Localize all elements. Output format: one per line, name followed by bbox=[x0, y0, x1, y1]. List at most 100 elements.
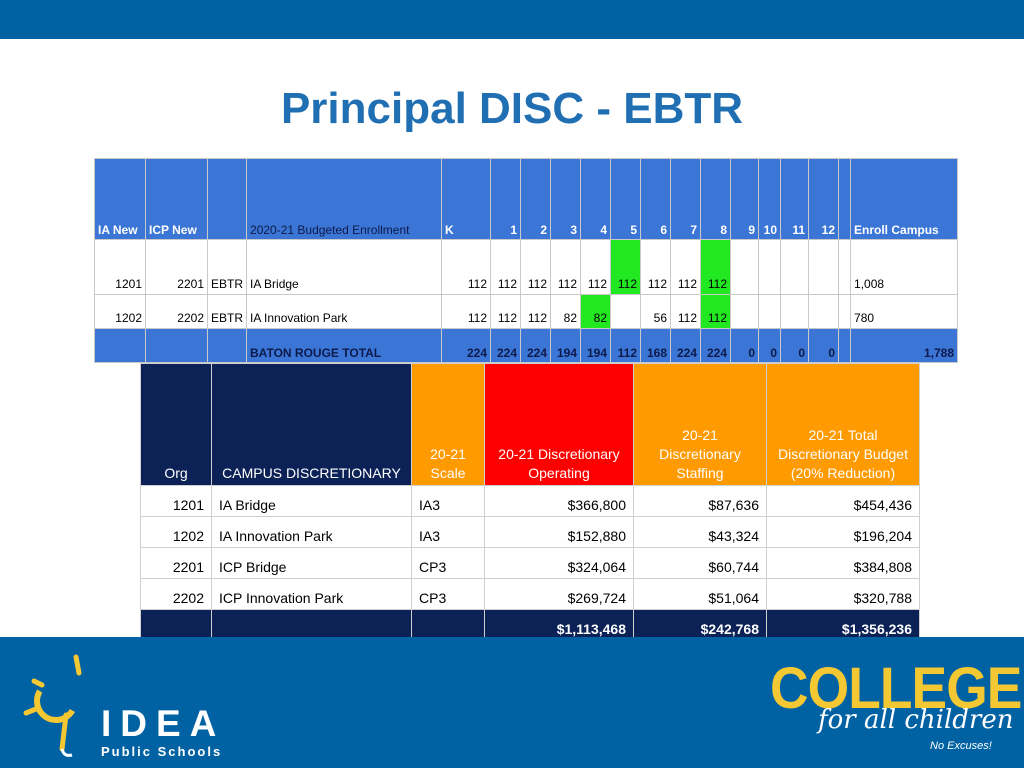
cell-campus: ICP Bridge bbox=[211, 547, 412, 579]
cell-staffing: $60,744 bbox=[633, 547, 767, 579]
cell-grade-2: 112 bbox=[520, 294, 552, 329]
cell-region: EBTR bbox=[206, 294, 248, 329]
discretionary-header-row: Org CAMPUS DISCRETIONARY 20-21 Scale 20-… bbox=[140, 363, 920, 486]
total-cell bbox=[211, 609, 412, 640]
cell-campus: IA Bridge bbox=[246, 239, 443, 295]
discretionary-table: Org CAMPUS DISCRETIONARY 20-21 Scale 20-… bbox=[140, 363, 920, 640]
header-grade-5: 5 bbox=[610, 158, 642, 240]
cell-operating: $269,724 bbox=[484, 578, 634, 610]
total-grade-3: 194 bbox=[550, 328, 582, 363]
total-staffing: $242,768 bbox=[633, 609, 767, 640]
cell-org: 2201 bbox=[140, 547, 212, 579]
cell-grade-7: 112 bbox=[670, 239, 702, 295]
header-icp-new: ICP New bbox=[145, 158, 208, 240]
table-row: 2201 ICP Bridge CP3 $324,064 $60,744 $38… bbox=[140, 547, 920, 579]
total-grade-11: 0 bbox=[780, 328, 810, 363]
cell-scale: IA3 bbox=[411, 485, 485, 517]
total-grade-10: 0 bbox=[758, 328, 782, 363]
cell-ia-new: 1202 bbox=[94, 294, 146, 329]
cell-spacer bbox=[838, 239, 852, 295]
cell-spacer bbox=[838, 294, 852, 329]
discretionary-total-row: $1,113,468 $242,768 $1,356,236 bbox=[140, 609, 920, 640]
header-discretionary-operating: 20-21 Discretionary Operating bbox=[484, 363, 634, 486]
total-grade-8: 224 bbox=[700, 328, 732, 363]
cell-grade-6: 112 bbox=[640, 239, 672, 295]
total-enroll-campus: 1,788 bbox=[850, 328, 959, 363]
total-cell bbox=[140, 609, 212, 640]
cell-grade-6: 56 bbox=[640, 294, 672, 329]
table-row: 1201 2201 EBTR IA Bridge 112 112 112 112… bbox=[94, 239, 959, 295]
cell-grade-4: 112 bbox=[580, 239, 612, 295]
footer-banner: IDEA Public Schools COLLEGE for all chil… bbox=[0, 637, 1024, 768]
header-grade-10: 10 bbox=[758, 158, 782, 240]
total-grade-7: 224 bbox=[670, 328, 702, 363]
cell-grade-12 bbox=[808, 294, 840, 329]
top-banner bbox=[0, 0, 1024, 39]
header-scale: 20-21 Scale bbox=[411, 363, 485, 486]
header-grade-k: K bbox=[441, 158, 492, 240]
header-grade-9: 9 bbox=[730, 158, 760, 240]
total-operating: $1,113,468 bbox=[484, 609, 634, 640]
slide-title: Principal DISC - EBTR bbox=[280, 84, 744, 133]
header-grade-6: 6 bbox=[640, 158, 672, 240]
total-label: BATON ROUGE TOTAL bbox=[246, 328, 443, 363]
total-grade-4: 194 bbox=[580, 328, 612, 363]
header-grade-8: 8 bbox=[700, 158, 732, 240]
cell-grade-k: 112 bbox=[441, 294, 492, 329]
cell-total-budget: $384,808 bbox=[766, 547, 920, 579]
cell-grade-8-highlight: 112 bbox=[700, 239, 732, 295]
cell-operating: $152,880 bbox=[484, 516, 634, 548]
header-ia-new: IA New bbox=[94, 158, 146, 240]
cell-grade-9 bbox=[730, 294, 760, 329]
idea-logo-text: IDEA bbox=[101, 703, 226, 744]
total-cell bbox=[145, 328, 208, 363]
header-grade-1: 1 bbox=[490, 158, 522, 240]
cell-operating: $324,064 bbox=[484, 547, 634, 579]
header-grade-12: 12 bbox=[808, 158, 840, 240]
header-grade-7: 7 bbox=[670, 158, 702, 240]
table-row: 1202 2202 EBTR IA Innovation Park 112 11… bbox=[94, 294, 959, 329]
header-enroll-campus: Enroll Campus bbox=[850, 158, 959, 240]
cell-grade-4-highlight: 82 bbox=[580, 294, 612, 329]
cell-grade-11 bbox=[780, 239, 810, 295]
header-spacer bbox=[838, 158, 852, 240]
cell-grade-3: 112 bbox=[550, 239, 582, 295]
cell-staffing: $87,636 bbox=[633, 485, 767, 517]
cell-grade-7: 112 bbox=[670, 294, 702, 329]
header-campus-discretionary: CAMPUS DISCRETIONARY bbox=[211, 363, 412, 486]
cell-icp-new: 2201 bbox=[145, 239, 208, 295]
cell-grade-12 bbox=[808, 239, 840, 295]
header-org: Org bbox=[140, 363, 212, 486]
total-budget: $1,356,236 bbox=[766, 609, 920, 640]
cell-region: EBTR bbox=[206, 239, 248, 295]
table-row: 1202 IA Innovation Park IA3 $152,880 $43… bbox=[140, 516, 920, 548]
cell-total-budget: $196,204 bbox=[766, 516, 920, 548]
header-grade-4: 4 bbox=[580, 158, 612, 240]
college-tagline: for all children bbox=[818, 705, 1014, 735]
cell-grade-9 bbox=[730, 239, 760, 295]
header-grade-2: 2 bbox=[520, 158, 552, 240]
cell-enroll-campus: 780 bbox=[850, 294, 959, 329]
enrollment-table: IA New ICP New 2020-21 Budgeted Enrollme… bbox=[94, 158, 959, 363]
cell-grade-1: 112 bbox=[490, 294, 522, 329]
total-spacer bbox=[838, 328, 852, 363]
total-cell bbox=[206, 328, 248, 363]
cell-icp-new: 2202 bbox=[145, 294, 208, 329]
header-discretionary-staffing: 20-21 Discretionary Staffing bbox=[633, 363, 767, 486]
cell-org: 2202 bbox=[140, 578, 212, 610]
total-grade-2: 224 bbox=[520, 328, 552, 363]
cell-scale: IA3 bbox=[411, 516, 485, 548]
college-motto: No Excuses! bbox=[930, 740, 992, 752]
cell-staffing: $51,064 bbox=[633, 578, 767, 610]
total-cell bbox=[411, 609, 485, 640]
cell-scale: CP3 bbox=[411, 547, 485, 579]
cell-campus: IA Bridge bbox=[211, 485, 412, 517]
header-grade-11: 11 bbox=[780, 158, 810, 240]
cell-ia-new: 1201 bbox=[94, 239, 146, 295]
cell-grade-2: 112 bbox=[520, 239, 552, 295]
table-row: 2202 ICP Innovation Park CP3 $269,724 $5… bbox=[140, 578, 920, 610]
total-grade-9: 0 bbox=[730, 328, 760, 363]
enrollment-header-row: IA New ICP New 2020-21 Budgeted Enrollme… bbox=[94, 158, 959, 240]
header-total-discretionary-budget: 20-21 Total Discretionary Budget (20% Re… bbox=[766, 363, 920, 486]
header-grade-3: 3 bbox=[550, 158, 582, 240]
